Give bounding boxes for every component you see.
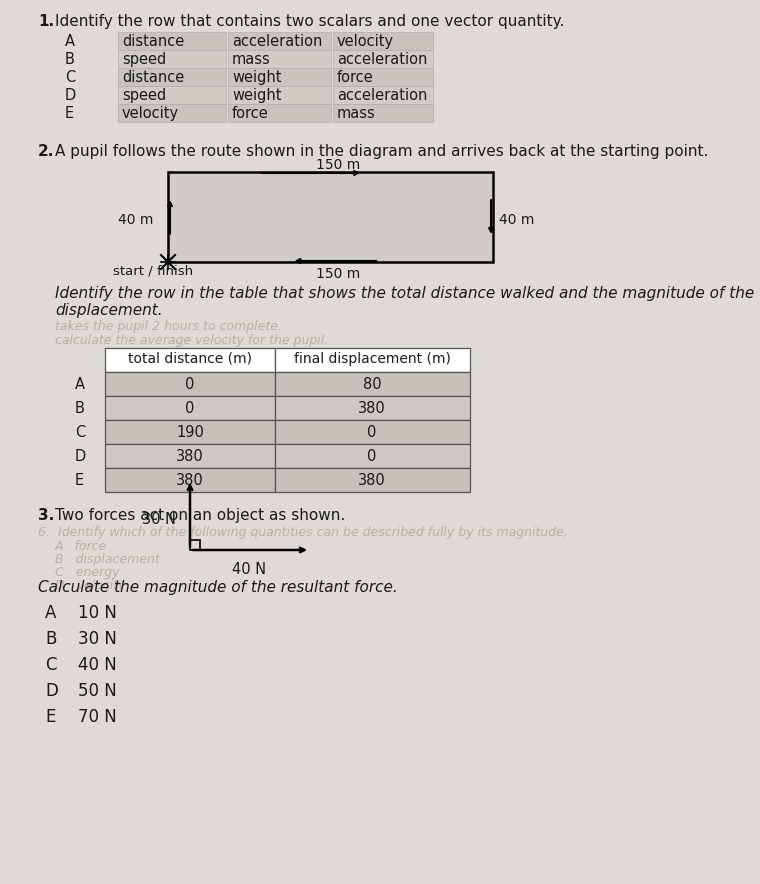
Text: 190: 190 <box>176 425 204 440</box>
Bar <box>118 50 226 68</box>
Bar <box>228 86 331 104</box>
Bar <box>333 68 433 86</box>
Text: speed: speed <box>122 88 166 103</box>
Text: weight: weight <box>232 88 281 103</box>
Text: distance: distance <box>122 70 184 85</box>
Text: 0: 0 <box>367 425 377 440</box>
Text: 40 m: 40 m <box>499 212 534 226</box>
Text: distance: distance <box>122 34 184 49</box>
Text: C: C <box>45 656 56 674</box>
Bar <box>168 172 493 262</box>
Text: 40 N: 40 N <box>232 562 266 577</box>
Text: A   force: A force <box>55 540 107 553</box>
Bar <box>228 32 331 50</box>
Text: 40 N: 40 N <box>78 656 117 674</box>
Text: 70 N: 70 N <box>78 708 117 726</box>
Text: C: C <box>75 425 85 440</box>
Text: 2.: 2. <box>38 144 55 159</box>
Bar <box>275 372 470 396</box>
Bar <box>275 444 470 468</box>
Text: 80: 80 <box>363 377 382 392</box>
Text: D: D <box>45 682 58 700</box>
Text: mass: mass <box>337 106 375 121</box>
Text: D: D <box>65 88 76 103</box>
Text: B   displacement: B displacement <box>55 553 160 566</box>
Text: 150 m: 150 m <box>315 267 359 281</box>
Text: acceleration: acceleration <box>232 34 322 49</box>
Text: 30 N: 30 N <box>78 630 117 648</box>
Text: 3.: 3. <box>38 508 54 523</box>
Text: 30 N: 30 N <box>142 512 176 527</box>
Bar <box>275 348 470 372</box>
Bar <box>105 348 275 372</box>
Text: total distance (m): total distance (m) <box>128 352 252 366</box>
Bar <box>105 396 275 420</box>
Text: 10 N: 10 N <box>78 604 117 622</box>
Bar <box>190 540 200 550</box>
Text: calculate the average velocity for the pupil.: calculate the average velocity for the p… <box>55 334 328 347</box>
Text: acceleration: acceleration <box>337 88 427 103</box>
Text: speed: speed <box>122 52 166 67</box>
Bar <box>228 50 331 68</box>
Text: Identify the row that contains two scalars and one vector quantity.: Identify the row that contains two scala… <box>55 14 565 29</box>
Bar <box>105 420 275 444</box>
Text: 6.  Identify which of the following quantities can be described fully by its mag: 6. Identify which of the following quant… <box>38 526 568 539</box>
Text: 50 N: 50 N <box>78 682 117 700</box>
Text: 40 m: 40 m <box>118 212 154 226</box>
Bar <box>118 32 226 50</box>
Bar <box>275 396 470 420</box>
Text: final displacement (m): final displacement (m) <box>293 352 451 366</box>
Text: C: C <box>65 70 75 85</box>
Text: B: B <box>75 401 85 416</box>
Text: D   velocity: D velocity <box>55 579 125 592</box>
Bar <box>105 468 275 492</box>
Text: Identify the row in the table that shows the total distance walked and the magni: Identify the row in the table that shows… <box>55 286 760 301</box>
Bar <box>275 420 470 444</box>
Text: 380: 380 <box>176 473 204 488</box>
Text: 150 m: 150 m <box>315 158 359 172</box>
Text: takes the pupil 2 hours to complete.: takes the pupil 2 hours to complete. <box>55 320 282 333</box>
Text: A: A <box>75 377 85 392</box>
Text: D: D <box>75 449 86 464</box>
Text: 0: 0 <box>185 401 195 416</box>
Text: A pupil follows the route shown in the diagram and arrives back at the starting : A pupil follows the route shown in the d… <box>55 144 708 159</box>
Text: E: E <box>75 473 84 488</box>
Text: B: B <box>65 52 75 67</box>
Text: E: E <box>45 708 55 726</box>
Bar <box>105 444 275 468</box>
Text: A: A <box>65 34 75 49</box>
Text: weight: weight <box>232 70 281 85</box>
Text: E: E <box>65 106 74 121</box>
Bar <box>118 104 226 122</box>
Text: B: B <box>45 630 56 648</box>
Text: A: A <box>45 604 56 622</box>
Text: 380: 380 <box>358 473 386 488</box>
Text: 1.: 1. <box>38 14 54 29</box>
Bar <box>275 468 470 492</box>
Text: C   energy: C energy <box>55 566 119 579</box>
Text: 380: 380 <box>176 449 204 464</box>
Text: acceleration: acceleration <box>337 52 427 67</box>
Bar <box>105 372 275 396</box>
Text: Calculate the magnitude of the resultant force.: Calculate the magnitude of the resultant… <box>38 580 397 595</box>
Text: 0: 0 <box>185 377 195 392</box>
Bar <box>118 86 226 104</box>
Text: 380: 380 <box>358 401 386 416</box>
Text: force: force <box>337 70 374 85</box>
Bar <box>333 50 433 68</box>
Text: mass: mass <box>232 52 271 67</box>
Bar <box>118 68 226 86</box>
Text: velocity: velocity <box>337 34 394 49</box>
Bar <box>333 86 433 104</box>
Text: start / finish: start / finish <box>113 264 193 277</box>
Bar <box>333 104 433 122</box>
Text: 0: 0 <box>367 449 377 464</box>
Bar <box>333 32 433 50</box>
Bar <box>228 68 331 86</box>
Text: displacement.: displacement. <box>55 303 163 318</box>
Bar <box>228 104 331 122</box>
Text: force: force <box>232 106 269 121</box>
Text: Two forces act on an object as shown.: Two forces act on an object as shown. <box>55 508 345 523</box>
Text: velocity: velocity <box>122 106 179 121</box>
